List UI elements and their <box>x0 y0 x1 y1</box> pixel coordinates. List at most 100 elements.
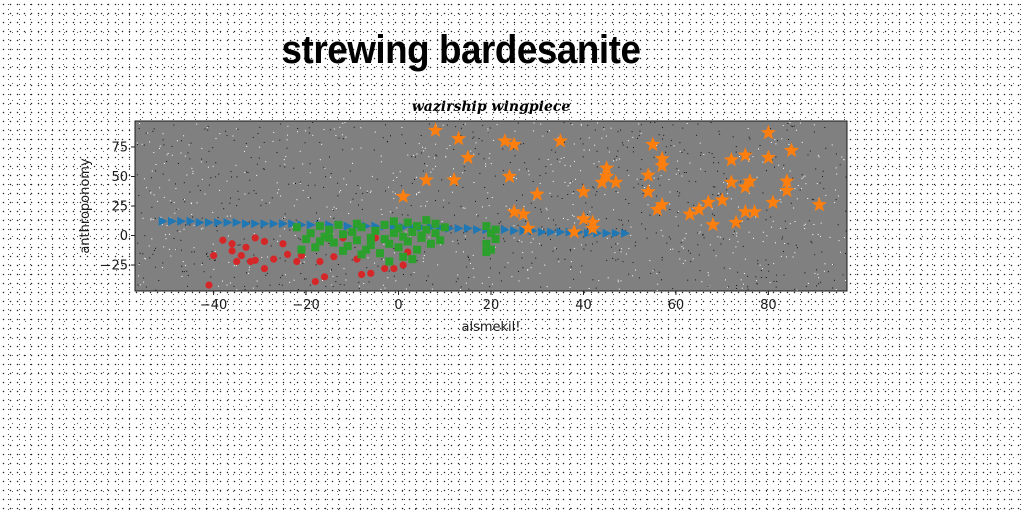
noise-dot <box>621 280 622 281</box>
noise-dot <box>393 198 394 199</box>
noise-dot <box>300 183 301 184</box>
noise-dot <box>719 134 720 135</box>
noise-dot <box>819 156 820 157</box>
noise-dot <box>541 227 542 228</box>
noise-dot <box>308 197 309 198</box>
noise-dot <box>277 241 278 242</box>
noise-dot <box>563 218 564 219</box>
noise-dot <box>820 282 821 283</box>
noise-dot <box>587 215 588 216</box>
noise-dot <box>838 224 839 225</box>
noise-dot <box>745 259 746 260</box>
noise-dot <box>786 256 787 257</box>
noise-dot <box>442 221 443 222</box>
noise-dot <box>500 221 501 222</box>
noise-dot <box>331 269 332 270</box>
noise-dot <box>670 145 671 146</box>
square-marker <box>432 229 440 237</box>
noise-dot <box>406 289 407 290</box>
noise-dot <box>647 238 648 239</box>
noise-dot <box>618 167 619 168</box>
noise-dot <box>641 212 642 213</box>
noise-dot <box>661 230 662 231</box>
noise-dot <box>428 276 429 277</box>
noise-dot <box>285 156 286 157</box>
noise-dot <box>483 238 484 239</box>
noise-dot <box>503 238 504 239</box>
noise-dot <box>570 250 571 251</box>
noise-dot <box>587 229 588 230</box>
noise-dot <box>163 144 164 145</box>
noise-dot <box>736 285 737 286</box>
noise-dot <box>606 218 607 219</box>
noise-dot <box>701 152 702 153</box>
noise-dot <box>331 173 332 174</box>
noise-dot <box>525 221 526 222</box>
noise-dot <box>411 156 412 157</box>
noise-dot <box>215 260 216 261</box>
noise-dot <box>331 284 332 285</box>
noise-dot <box>736 236 737 237</box>
noise-dot <box>227 216 228 217</box>
noise-dot <box>163 133 164 134</box>
noise-dot <box>672 288 673 289</box>
noise-dot <box>409 284 410 285</box>
noise-dot <box>593 187 594 188</box>
noise-dot <box>432 289 433 290</box>
noise-dot <box>337 276 338 277</box>
noise-dot <box>845 280 846 281</box>
noise-dot <box>598 280 599 281</box>
noise-dot <box>817 183 818 184</box>
noise-dot <box>599 161 600 162</box>
noise-dot <box>413 155 414 156</box>
noise-dot <box>425 206 426 207</box>
x-tick-label: 80 <box>760 298 777 313</box>
noise-dot <box>830 237 831 238</box>
x-tick-label: 0 <box>394 298 402 313</box>
noise-dot <box>462 187 463 188</box>
noise-dot <box>612 258 613 259</box>
noise-dot <box>821 252 822 253</box>
noise-dot <box>641 124 642 125</box>
noise-dot <box>535 258 536 259</box>
noise-dot <box>688 202 689 203</box>
noise-dot <box>713 250 714 251</box>
noise-dot <box>254 233 255 234</box>
noise-dot <box>784 243 785 244</box>
noise-dot <box>661 175 662 176</box>
noise-dot <box>465 124 466 125</box>
noise-dot <box>825 195 826 196</box>
noise-dot <box>139 264 140 265</box>
noise-dot <box>659 215 660 216</box>
noise-dot <box>244 172 245 173</box>
noise-dot <box>840 252 841 253</box>
noise-dot <box>213 166 214 167</box>
noise-dot <box>137 143 138 144</box>
noise-dot <box>677 212 678 213</box>
noise-dot <box>509 208 510 209</box>
circle-marker <box>367 270 374 277</box>
noise-dot <box>259 158 260 159</box>
square-marker <box>293 223 301 231</box>
noise-dot <box>308 185 309 186</box>
noise-dot <box>238 199 239 200</box>
noise-dot <box>142 253 143 254</box>
noise-dot <box>473 268 474 269</box>
noise-dot <box>296 220 297 221</box>
square-marker <box>404 219 412 227</box>
circle-marker <box>279 240 286 247</box>
noise-dot <box>793 257 794 258</box>
noise-dot <box>451 232 452 233</box>
noise-dot <box>144 235 145 236</box>
noise-dot <box>738 241 739 242</box>
noise-dot <box>378 266 379 267</box>
noise-dot <box>717 195 718 196</box>
noise-dot <box>352 259 353 260</box>
noise-dot <box>568 185 569 186</box>
noise-dot <box>490 128 491 129</box>
noise-dot <box>396 207 397 208</box>
noise-dot <box>167 225 168 226</box>
noise-dot <box>159 148 160 149</box>
noise-dot <box>788 139 789 140</box>
noise-dot <box>340 190 341 191</box>
